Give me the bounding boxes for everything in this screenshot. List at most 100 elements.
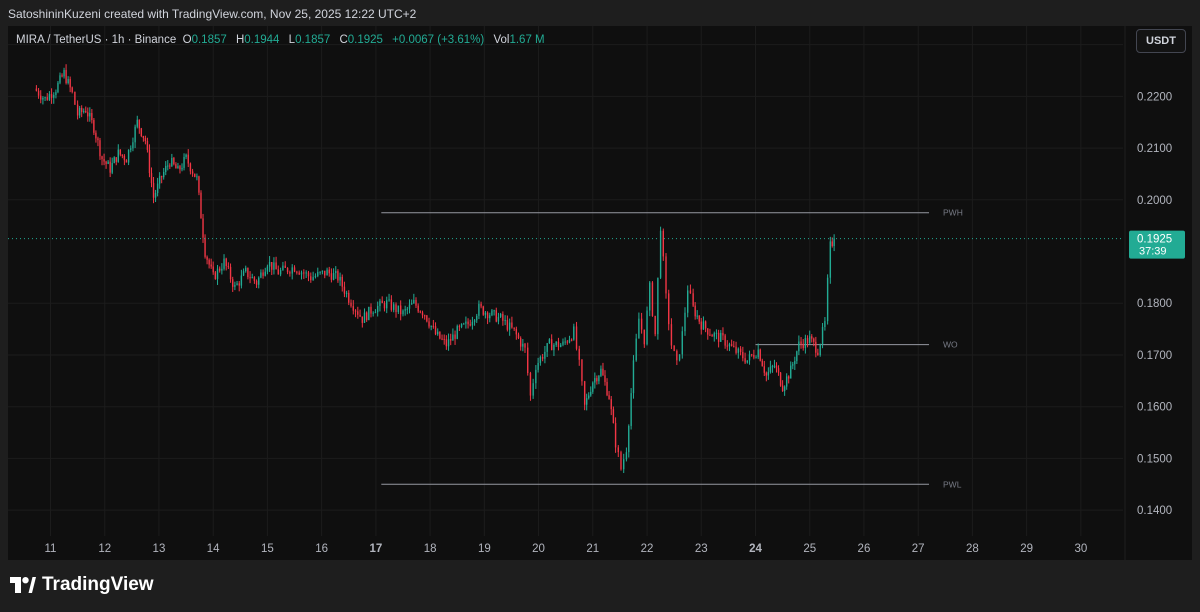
candle-body	[37, 90, 40, 96]
candle-body	[486, 312, 489, 319]
candle-body	[381, 300, 383, 304]
candle-body	[539, 357, 542, 363]
brand-name: TradingView	[42, 574, 154, 595]
candle-body	[594, 378, 596, 383]
candle-body	[146, 140, 149, 150]
candle-body	[779, 372, 782, 386]
candle-body	[105, 161, 107, 164]
candle-body	[194, 173, 196, 177]
candle-body	[218, 268, 221, 271]
footer: TradingView	[0, 560, 1200, 612]
candle-body	[273, 262, 275, 270]
candle-body	[374, 312, 377, 314]
candle-body	[612, 409, 615, 424]
candle-body	[314, 275, 317, 278]
candle-body	[123, 155, 126, 161]
candle-body	[833, 238, 835, 246]
candle-body	[484, 312, 487, 315]
candle-body	[735, 346, 737, 353]
candle-body	[67, 79, 69, 84]
candle-body	[181, 167, 183, 170]
candle-body	[557, 341, 560, 348]
candle-body	[312, 277, 314, 281]
candle-body	[426, 315, 428, 322]
candle-body	[794, 361, 796, 365]
candle-body	[665, 256, 667, 294]
candle-body	[138, 119, 141, 129]
candle-body	[482, 306, 484, 315]
candle-body	[165, 165, 167, 173]
candle-body	[824, 321, 826, 328]
candle-body	[154, 192, 157, 198]
candle-body	[614, 423, 617, 448]
candle-body	[59, 75, 61, 83]
tradingview-logo-icon	[10, 577, 36, 593]
level-label: PWL	[943, 479, 962, 489]
candle-body	[720, 332, 722, 342]
candle-body	[495, 310, 497, 322]
candle-body	[707, 328, 709, 335]
candle-body	[502, 313, 504, 321]
candle-body	[372, 312, 374, 314]
candle-body	[408, 304, 411, 309]
candle-body	[560, 344, 562, 348]
candle-body	[107, 161, 109, 164]
candle-body	[535, 369, 537, 384]
candle-body	[85, 111, 87, 113]
candle-body	[748, 354, 751, 361]
candle-body	[46, 97, 48, 100]
candle-body	[602, 368, 604, 376]
currency-button[interactable]: USDT	[1136, 29, 1186, 53]
candle-body	[728, 344, 731, 347]
candle-body	[115, 157, 117, 162]
candle-body	[527, 347, 529, 374]
candle-body	[541, 357, 544, 359]
candle-body	[726, 345, 728, 347]
candle-body	[568, 339, 571, 343]
candle-body	[473, 320, 476, 322]
candle-body	[395, 304, 397, 313]
candle-body	[454, 334, 456, 339]
candle-body	[815, 341, 817, 353]
candle-body	[303, 272, 305, 274]
candle-body	[132, 142, 134, 149]
candle-body	[676, 350, 678, 361]
candle-body	[65, 69, 67, 84]
candle-body	[452, 334, 454, 341]
candle-body	[588, 395, 590, 399]
candle-body	[125, 160, 128, 163]
candle-body	[48, 94, 51, 100]
candle-body	[696, 315, 698, 317]
x-tick-label: 23	[695, 543, 708, 555]
candle-body	[258, 277, 260, 285]
candle-body	[76, 104, 79, 116]
candle-body	[750, 354, 753, 356]
x-tick-label: 27	[912, 543, 925, 555]
candle-body	[330, 273, 333, 280]
candle-body	[643, 329, 646, 345]
candle-body	[142, 136, 145, 139]
x-tick-label: 29	[1020, 543, 1033, 555]
candle-body	[335, 271, 337, 274]
candle-body	[553, 344, 555, 351]
candle-body	[271, 261, 273, 270]
candle-body	[698, 315, 700, 322]
high-value: 0.1944	[244, 34, 280, 46]
candle-body	[275, 262, 277, 270]
candle-body	[296, 271, 298, 273]
symbol-label[interactable]: MIRA / TetherUS · 1h · Binance	[16, 34, 177, 46]
candle-body	[413, 299, 415, 304]
y-tick-label: 0.1600	[1137, 402, 1172, 414]
candle-body	[179, 166, 181, 170]
candle-body	[430, 325, 432, 327]
candle-body	[286, 267, 289, 273]
open-label: O	[182, 34, 192, 46]
candle-body	[813, 338, 815, 342]
candle-body	[223, 258, 225, 269]
tradingview-logo[interactable]: TradingView	[10, 574, 154, 596]
candle-body	[410, 303, 413, 305]
candle-body	[326, 269, 328, 276]
candle-body	[354, 310, 357, 312]
